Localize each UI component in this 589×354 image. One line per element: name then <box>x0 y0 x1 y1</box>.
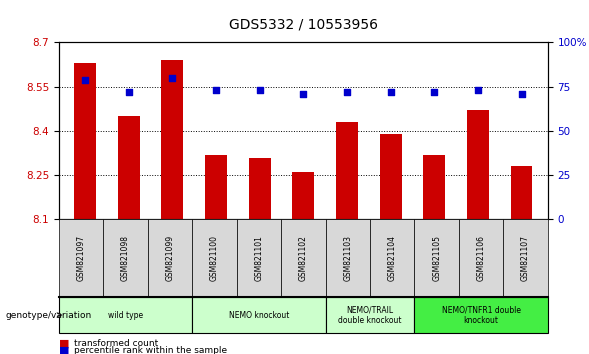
Text: NEMO/TNFR1 double
knockout: NEMO/TNFR1 double knockout <box>442 306 521 325</box>
Bar <box>336 122 358 219</box>
Bar <box>74 63 96 219</box>
Text: transformed count: transformed count <box>74 339 158 348</box>
Text: GSM821099: GSM821099 <box>166 235 174 281</box>
Text: GSM821107: GSM821107 <box>521 235 530 281</box>
Text: ■: ■ <box>59 338 70 348</box>
Point <box>473 87 482 93</box>
Text: genotype/variation: genotype/variation <box>6 310 92 320</box>
Point <box>299 91 308 97</box>
Text: ■: ■ <box>59 346 70 354</box>
Text: GSM821098: GSM821098 <box>121 235 130 281</box>
Text: GSM821106: GSM821106 <box>477 235 485 281</box>
Text: percentile rank within the sample: percentile rank within the sample <box>74 346 227 354</box>
Text: GSM821101: GSM821101 <box>254 235 263 281</box>
Text: NEMO knockout: NEMO knockout <box>229 310 289 320</box>
Bar <box>118 116 140 219</box>
Point <box>386 89 395 95</box>
Bar <box>249 158 270 219</box>
Point <box>168 75 177 81</box>
Point <box>342 89 352 95</box>
Bar <box>205 155 227 219</box>
Text: GSM821105: GSM821105 <box>432 235 441 281</box>
Point <box>255 87 264 93</box>
Text: GSM821103: GSM821103 <box>343 235 352 281</box>
Point <box>517 91 527 97</box>
Point <box>124 89 134 95</box>
Bar <box>161 60 183 219</box>
Bar <box>423 155 445 219</box>
Text: NEMO/TRAIL
double knockout: NEMO/TRAIL double knockout <box>338 306 402 325</box>
Point <box>429 89 439 95</box>
Text: GSM821104: GSM821104 <box>388 235 397 281</box>
Text: wild type: wild type <box>108 310 143 320</box>
Text: GDS5332 / 10553956: GDS5332 / 10553956 <box>229 18 378 32</box>
Text: GSM821102: GSM821102 <box>299 235 308 281</box>
Point <box>211 87 221 93</box>
Bar <box>511 166 532 219</box>
Bar <box>380 134 402 219</box>
Point <box>80 77 90 82</box>
Text: GSM821097: GSM821097 <box>77 235 85 281</box>
Text: GSM821100: GSM821100 <box>210 235 219 281</box>
Bar <box>467 110 489 219</box>
Bar <box>292 172 315 219</box>
